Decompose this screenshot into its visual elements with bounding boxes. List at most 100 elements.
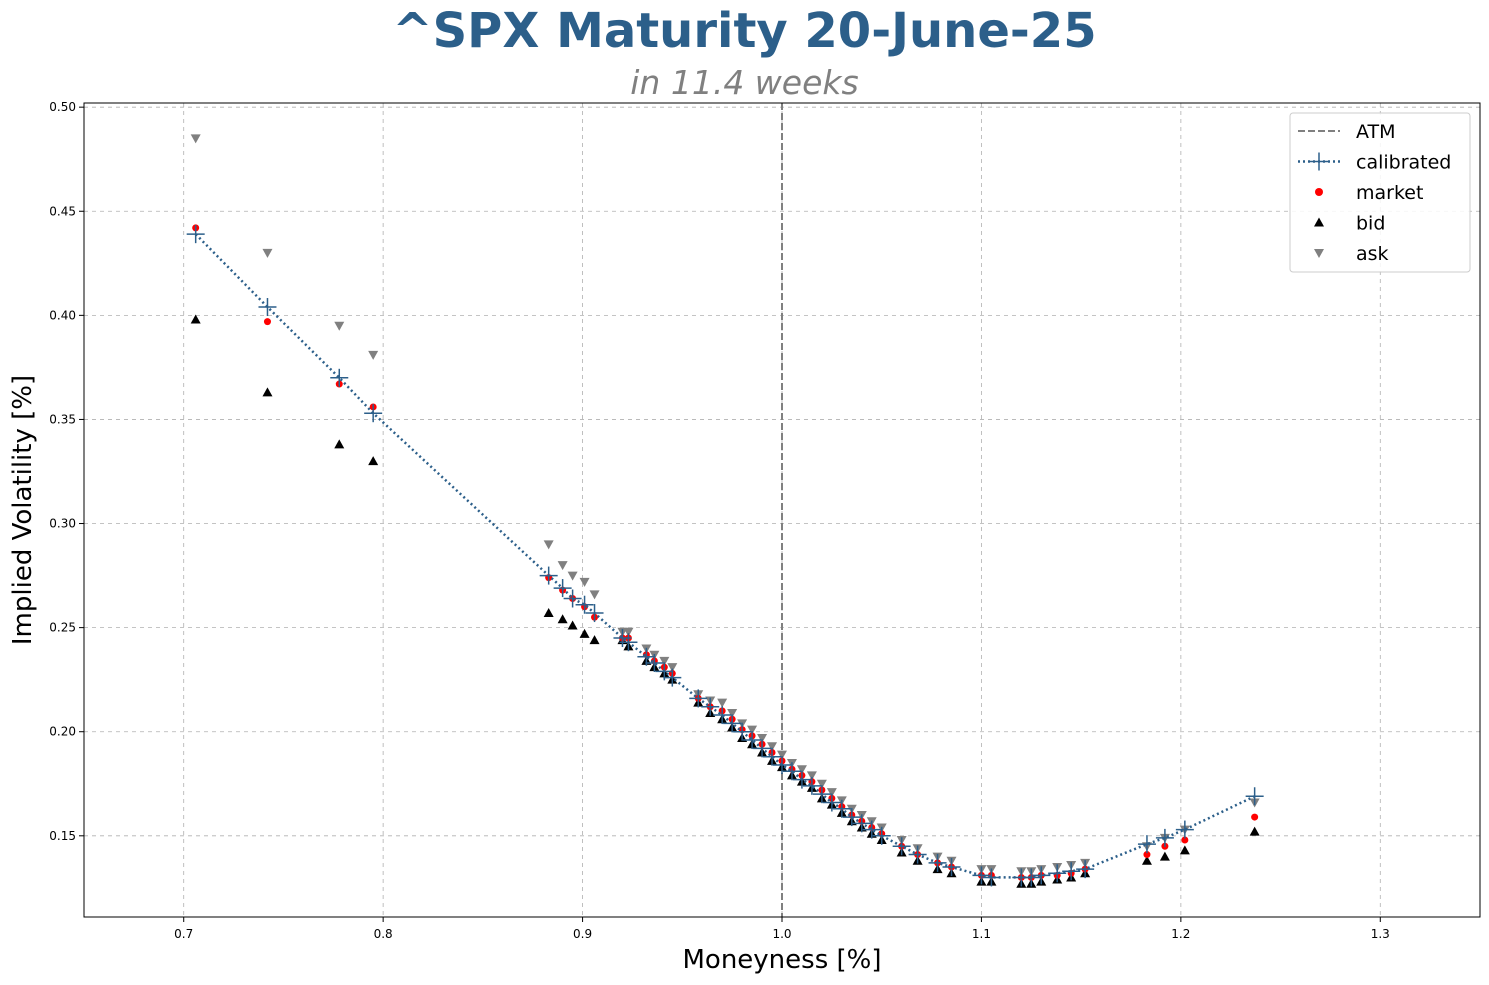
ask-point <box>623 627 634 637</box>
calibrated-marker <box>733 722 752 741</box>
bid-point <box>190 314 201 324</box>
calibrated-marker <box>1076 860 1095 879</box>
calibrated-marker <box>585 604 604 623</box>
legend-label: market <box>1356 182 1423 204</box>
calibrated-marker <box>892 837 911 856</box>
market-point <box>1251 813 1259 821</box>
market-point <box>1143 851 1151 859</box>
ask-point <box>579 577 590 587</box>
calibrated-marker <box>1022 868 1041 887</box>
bid-point <box>543 608 554 618</box>
calibrated-marker <box>563 589 582 608</box>
market-point <box>1181 836 1189 844</box>
calibrated-marker <box>539 566 558 585</box>
ask-point <box>727 708 738 718</box>
calibrated-marker <box>773 756 791 775</box>
ask-point <box>816 779 827 789</box>
ask-point <box>796 765 807 775</box>
calibrated-marker <box>872 826 891 845</box>
tick-layer: 0.7 0.8 0.9 1.0 1.1 1.2 1.3 0.15 0.20 0.25 0.30 0.3… <box>49 100 1390 941</box>
calibrated-marker <box>832 799 851 818</box>
y-tick-label: 0.25 <box>49 621 76 635</box>
calibrated-marker <box>258 298 277 317</box>
calibrated-line <box>194 233 1256 879</box>
calibrated-marker <box>553 579 572 598</box>
legend-item-ATM: ATM <box>1298 121 1396 143</box>
ask-point <box>567 571 578 581</box>
legend-item-bid: bid <box>1314 213 1385 235</box>
legend-item-market: market <box>1315 182 1423 204</box>
ask-point <box>767 742 778 752</box>
legend-label: ATM <box>1356 121 1396 143</box>
calibrated-marker <box>713 706 732 725</box>
ask-point <box>777 750 787 760</box>
series-layer <box>186 134 1264 888</box>
bid-point <box>1179 845 1190 855</box>
bid-point <box>1141 855 1152 865</box>
legend-item-calibrated: calibrated <box>1298 152 1451 174</box>
market-point <box>263 318 271 326</box>
calibrated-marker <box>663 668 682 687</box>
calibrated-marker <box>1155 828 1174 847</box>
x-tick-label: 1.1 <box>972 927 991 941</box>
x-tick-label: 0.9 <box>573 927 592 941</box>
bid-point <box>334 439 345 449</box>
x-axis-label: Moneyness [%] <box>682 945 881 975</box>
legend-label: calibrated <box>1356 152 1451 174</box>
y-tick-label: 0.15 <box>49 829 76 843</box>
bid-point <box>262 387 273 397</box>
bid-point <box>567 620 578 630</box>
bid-point <box>1249 826 1260 836</box>
legend-item-ask: ask <box>1314 243 1389 265</box>
ask-point <box>334 321 345 331</box>
bid-point <box>368 456 379 466</box>
bid-point <box>557 614 568 624</box>
calibrated-marker <box>1245 787 1264 806</box>
ask-point <box>190 134 201 144</box>
calibrated-marker <box>812 785 831 804</box>
y-tick-label: 0.30 <box>49 517 76 531</box>
ask-point <box>806 771 817 781</box>
calibrated-marker <box>186 225 205 244</box>
y-tick-label: 0.45 <box>49 204 76 218</box>
calibrated-marker <box>575 595 594 614</box>
ask-point <box>557 561 568 571</box>
calibrated-marker <box>743 731 762 750</box>
bid-point <box>1159 851 1170 861</box>
calibrated-marker <box>982 868 1001 887</box>
ask-point <box>589 590 600 600</box>
calibrated-marker <box>802 776 821 795</box>
legend: ATM calibrated market bid ask <box>1289 112 1471 273</box>
y-axis-label: Implied Volatility [%] <box>8 375 38 645</box>
chart-subtitle: in 11.4 weeks <box>630 63 859 102</box>
calibrated-marker <box>1032 866 1051 885</box>
bid-point <box>579 628 590 638</box>
ask-point <box>659 656 670 666</box>
calibrated-marker <box>330 368 349 387</box>
calibrated-marker <box>1048 864 1067 883</box>
calibrated-marker <box>753 739 772 758</box>
legend-box <box>1289 112 1471 273</box>
ask-point <box>262 248 273 258</box>
legend-label: ask <box>1356 243 1389 265</box>
y-tick-label: 0.35 <box>49 412 76 426</box>
ask-point <box>747 725 758 735</box>
calibrated-marker <box>852 814 871 833</box>
x-tick-label: 1.3 <box>1371 927 1390 941</box>
x-tick-label: 0.7 <box>174 927 193 941</box>
calibrated-marker <box>972 866 991 885</box>
calibrated-marker <box>782 762 801 781</box>
legend-label: bid <box>1356 213 1385 235</box>
ask-point <box>826 788 837 798</box>
ask-point <box>543 540 554 550</box>
calibrated-marker <box>908 845 927 864</box>
calibrated-marker <box>723 714 742 733</box>
calibrated-marker <box>942 858 961 877</box>
legend-marker <box>1314 249 1324 258</box>
calibrated-marker <box>619 633 638 652</box>
ask-point <box>368 350 379 360</box>
calibrated-marker <box>822 793 841 812</box>
calibrated-marker <box>862 820 881 839</box>
x-tick-label: 0.8 <box>374 927 393 941</box>
